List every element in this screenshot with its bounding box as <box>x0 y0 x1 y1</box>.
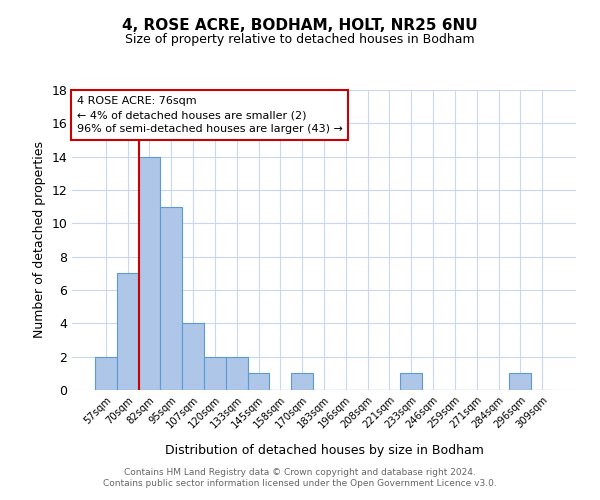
Text: Size of property relative to detached houses in Bodham: Size of property relative to detached ho… <box>125 32 475 46</box>
Bar <box>291 374 313 390</box>
Text: 4, ROSE ACRE, BODHAM, HOLT, NR25 6NU: 4, ROSE ACRE, BODHAM, HOLT, NR25 6NU <box>122 18 478 32</box>
Bar <box>509 374 531 390</box>
Text: Contains HM Land Registry data © Crown copyright and database right 2024.
Contai: Contains HM Land Registry data © Crown c… <box>103 468 497 487</box>
Bar <box>160 206 182 390</box>
Bar <box>182 324 204 390</box>
Bar <box>139 156 160 390</box>
Bar <box>204 356 226 390</box>
Bar <box>95 356 117 390</box>
Bar <box>117 274 139 390</box>
Bar <box>400 374 422 390</box>
Bar <box>248 374 269 390</box>
Y-axis label: Number of detached properties: Number of detached properties <box>33 142 46 338</box>
X-axis label: Distribution of detached houses by size in Bodham: Distribution of detached houses by size … <box>164 444 484 458</box>
Bar <box>226 356 248 390</box>
Text: 4 ROSE ACRE: 76sqm
← 4% of detached houses are smaller (2)
96% of semi-detached : 4 ROSE ACRE: 76sqm ← 4% of detached hous… <box>77 96 343 134</box>
